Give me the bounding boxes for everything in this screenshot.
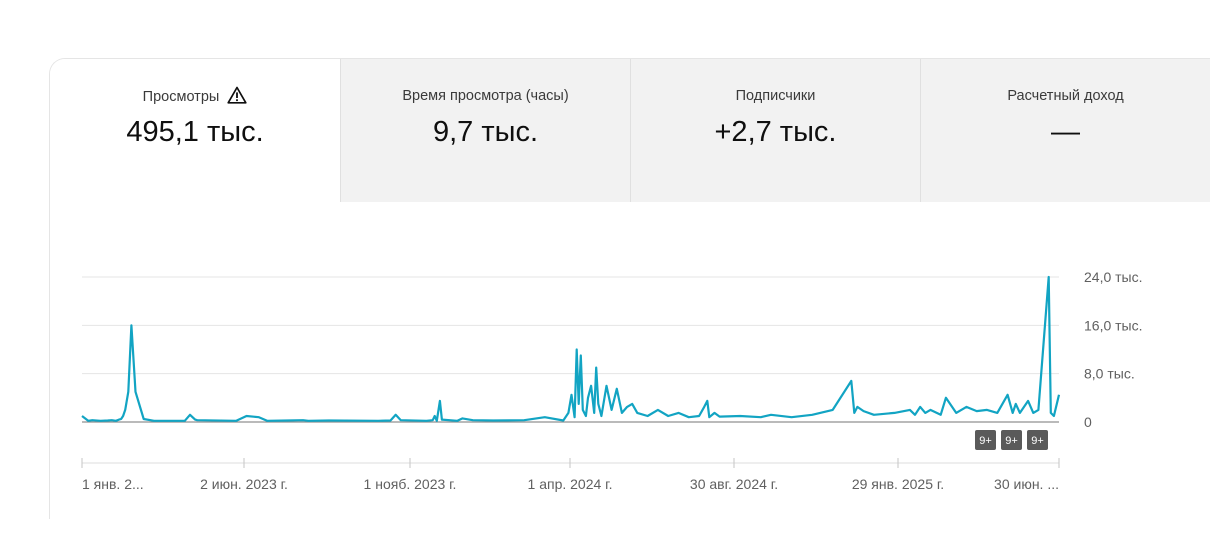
event-badge-label: 9+: [1005, 435, 1018, 447]
event-badge: [975, 430, 996, 450]
x-tick-label: 30 авг. 2024 г.: [690, 476, 778, 492]
x-tick-label: 29 янв. 2025 г.: [852, 476, 944, 492]
event-badge: [1001, 430, 1022, 450]
tab-subscribers-label: Подписчики: [735, 88, 816, 104]
x-tick-label: 2 июн. 2023 г.: [200, 476, 288, 492]
x-tick-label: 1 нояб. 2023 г.: [364, 476, 457, 492]
event-badge-label: 9+: [979, 435, 992, 447]
y-tick-label: 24,0 тыс.: [1084, 269, 1143, 285]
x-tick-label: 30 июн. ...: [994, 476, 1059, 492]
tab-revenue-label: Расчетный доход: [1007, 88, 1124, 104]
tab-views-value: 495,1 тыс.: [126, 116, 264, 148]
y-tick-label: 16,0 тыс.: [1084, 317, 1143, 333]
views-chart: 0 8,0 тыс. 16,0 тыс. 24,0 тыс. 1 янв. 2... 2 …: [81, 269, 1143, 492]
x-tick-label: 1 апр. 2024 г.: [528, 476, 613, 492]
tab-revenue-value: —: [1051, 116, 1080, 148]
tab-subscribers[interactable]: Подписчики +2,7 тыс.: [630, 59, 920, 202]
y-tick-label: 0: [1084, 414, 1092, 430]
tab-views-label: Просмотры: [50, 86, 340, 106]
tab-watch-time-value: 9,7 тыс.: [432, 116, 539, 148]
warning-icon: [227, 86, 247, 104]
tab-subscribers-value: +2,7 тыс.: [714, 116, 837, 148]
event-badge: [1027, 430, 1048, 450]
views-series-line: [81, 275, 1061, 422]
metric-tabs: Просмотры 495,1 тыс. Время просмотра (ча…: [50, 59, 1210, 202]
tab-watch-time-label: Время просмотра (часы): [402, 88, 569, 104]
tab-views[interactable]: Просмотры 495,1 тыс.: [50, 59, 340, 202]
tab-revenue[interactable]: Расчетный доход —: [920, 59, 1210, 202]
event-badge-label: 9+: [1031, 435, 1044, 447]
y-tick-label: 8,0 тыс.: [1084, 366, 1135, 382]
x-tick-label: 1 янв. 2...: [82, 476, 144, 492]
analytics-card: Просмотры 495,1 тыс. Время просмотра (ча…: [49, 58, 1210, 519]
tab-watch-time[interactable]: Время просмотра (часы) 9,7 тыс.: [340, 59, 630, 202]
